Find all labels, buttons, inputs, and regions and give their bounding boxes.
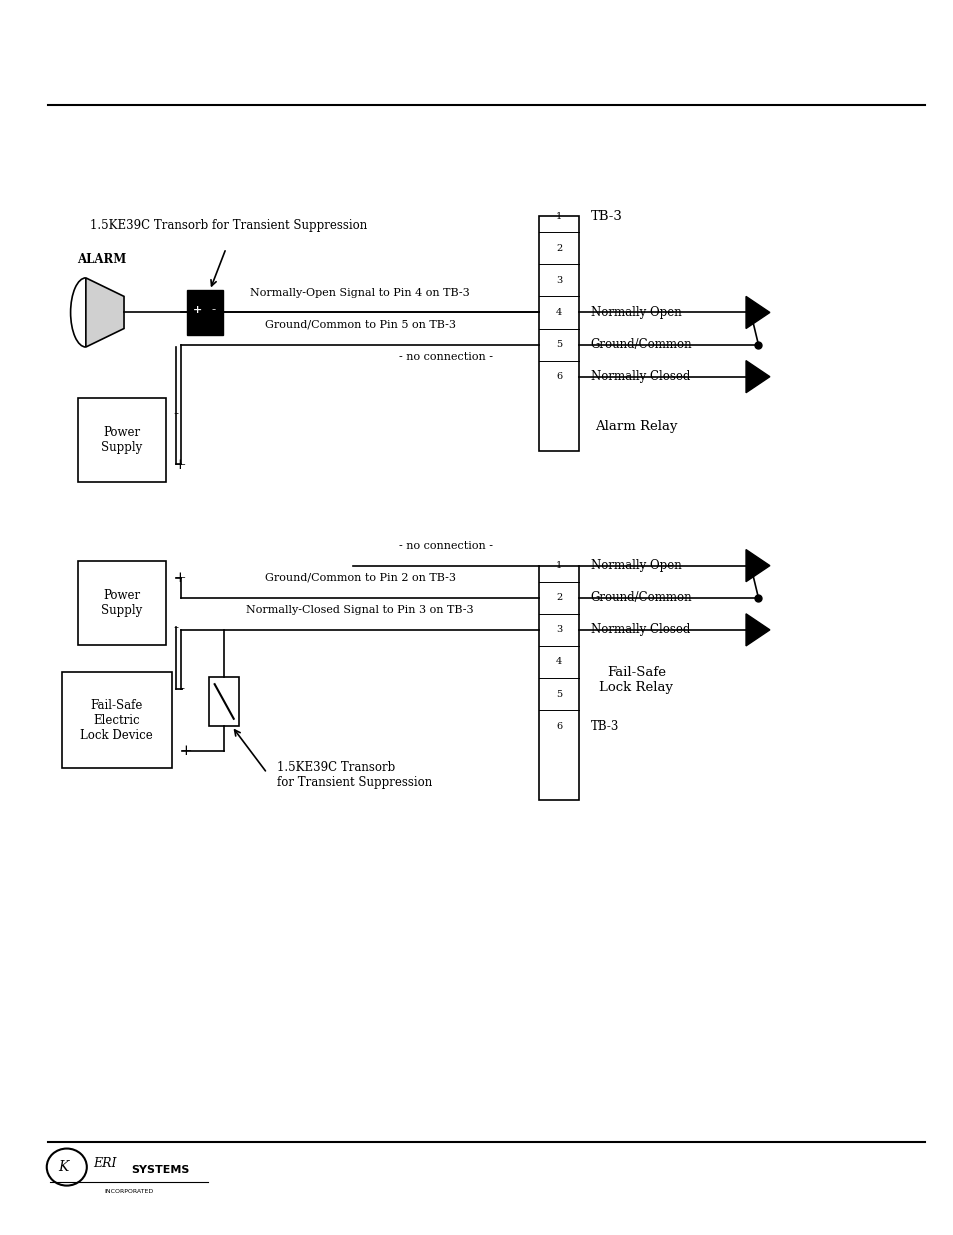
Text: Normally Closed: Normally Closed <box>590 370 689 383</box>
Bar <box>538 566 578 800</box>
Polygon shape <box>86 278 124 347</box>
Text: SYSTEMS: SYSTEMS <box>132 1165 190 1174</box>
Text: 2: 2 <box>556 593 561 603</box>
Polygon shape <box>745 550 769 582</box>
Text: 4: 4 <box>556 308 561 317</box>
Polygon shape <box>745 614 769 646</box>
Bar <box>78 398 166 482</box>
Text: -: - <box>212 304 215 316</box>
Text: +: + <box>179 745 192 758</box>
Text: 6: 6 <box>556 372 561 382</box>
Text: -: - <box>173 621 178 635</box>
Text: Ground/Common: Ground/Common <box>590 592 692 604</box>
Text: Ground/Common to Pin 2 on TB-3: Ground/Common to Pin 2 on TB-3 <box>264 573 456 583</box>
Bar <box>78 561 166 645</box>
Text: Normally Open: Normally Open <box>590 306 680 319</box>
Text: Normally Closed: Normally Closed <box>590 624 689 636</box>
Text: 2: 2 <box>556 243 561 253</box>
Text: - no connection -: - no connection - <box>398 352 493 362</box>
Text: 1.5KE39C Transorb
for Transient Suppression: 1.5KE39C Transorb for Transient Suppress… <box>276 761 432 789</box>
Text: -: - <box>179 682 184 695</box>
Text: +: + <box>193 305 202 315</box>
Bar <box>538 216 578 451</box>
Bar <box>62 672 172 768</box>
Text: 5: 5 <box>556 340 561 350</box>
Text: TB-3: TB-3 <box>590 720 618 732</box>
Text: 4: 4 <box>556 657 561 667</box>
Text: 3: 3 <box>556 275 561 285</box>
Text: Ground/Common to Pin 5 on TB-3: Ground/Common to Pin 5 on TB-3 <box>264 320 456 330</box>
Text: -: - <box>173 408 178 421</box>
Text: 1: 1 <box>556 211 561 221</box>
Text: 1.5KE39C Transorb for Transient Suppression: 1.5KE39C Transorb for Transient Suppress… <box>91 219 367 232</box>
Text: Alarm Relay: Alarm Relay <box>595 420 677 433</box>
Polygon shape <box>745 361 769 393</box>
Text: ERI: ERI <box>93 1157 117 1170</box>
Text: Normally-Closed Signal to Pin 3 on TB-3: Normally-Closed Signal to Pin 3 on TB-3 <box>246 605 474 615</box>
Text: Power
Supply: Power Supply <box>101 589 143 616</box>
Bar <box>209 677 239 726</box>
Text: +: + <box>173 571 186 584</box>
Text: Fail-Safe
Lock Relay: Fail-Safe Lock Relay <box>598 666 673 694</box>
Text: ALARM: ALARM <box>77 252 127 266</box>
Text: - no connection -: - no connection - <box>398 541 493 551</box>
Text: Fail-Safe
Electric
Lock Device: Fail-Safe Electric Lock Device <box>80 699 153 741</box>
Text: Power
Supply: Power Supply <box>101 426 143 453</box>
Text: 1: 1 <box>556 561 561 571</box>
Text: TB-3: TB-3 <box>590 210 621 222</box>
Text: K: K <box>58 1160 68 1174</box>
Text: +: + <box>173 458 186 472</box>
Text: 6: 6 <box>556 721 561 731</box>
Text: INCORPORATED: INCORPORATED <box>104 1189 153 1194</box>
Bar <box>187 290 223 335</box>
Text: Normally-Open Signal to Pin 4 on TB-3: Normally-Open Signal to Pin 4 on TB-3 <box>250 288 470 298</box>
Text: 3: 3 <box>556 625 561 635</box>
Text: Normally Open: Normally Open <box>590 559 680 572</box>
Polygon shape <box>745 296 769 329</box>
Text: Ground/Common: Ground/Common <box>590 338 692 351</box>
Text: 5: 5 <box>556 689 561 699</box>
